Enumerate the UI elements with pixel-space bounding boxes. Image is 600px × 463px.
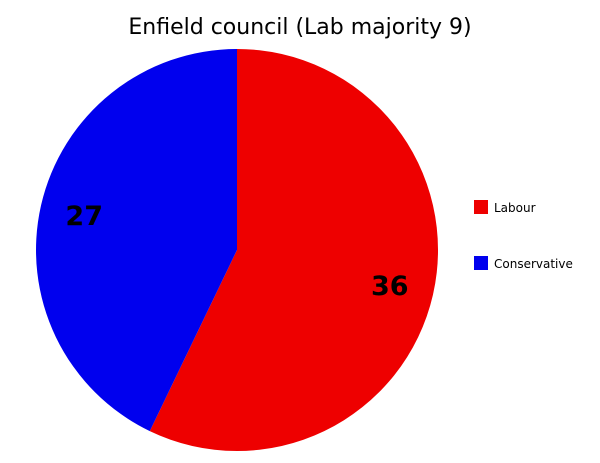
legend-swatch-labour: [474, 200, 488, 214]
legend-label-conservative: Conservative: [494, 257, 573, 271]
legend-swatch-conservative: [474, 256, 488, 270]
pie-slices: [36, 49, 439, 451]
pie-slice-conservative: [36, 49, 237, 432]
legend: Labour Conservative: [474, 200, 573, 271]
legend-label-labour: Labour: [494, 201, 536, 215]
pie-slice-labels: 36 27: [65, 201, 408, 302]
chart-title: Enfield council (Lab majority 9): [128, 15, 471, 40]
pie-slice-value-conservative: 27: [65, 201, 103, 232]
pie-slice-labour: [149, 49, 439, 451]
pie-slice-value-labour: 36: [371, 271, 409, 302]
